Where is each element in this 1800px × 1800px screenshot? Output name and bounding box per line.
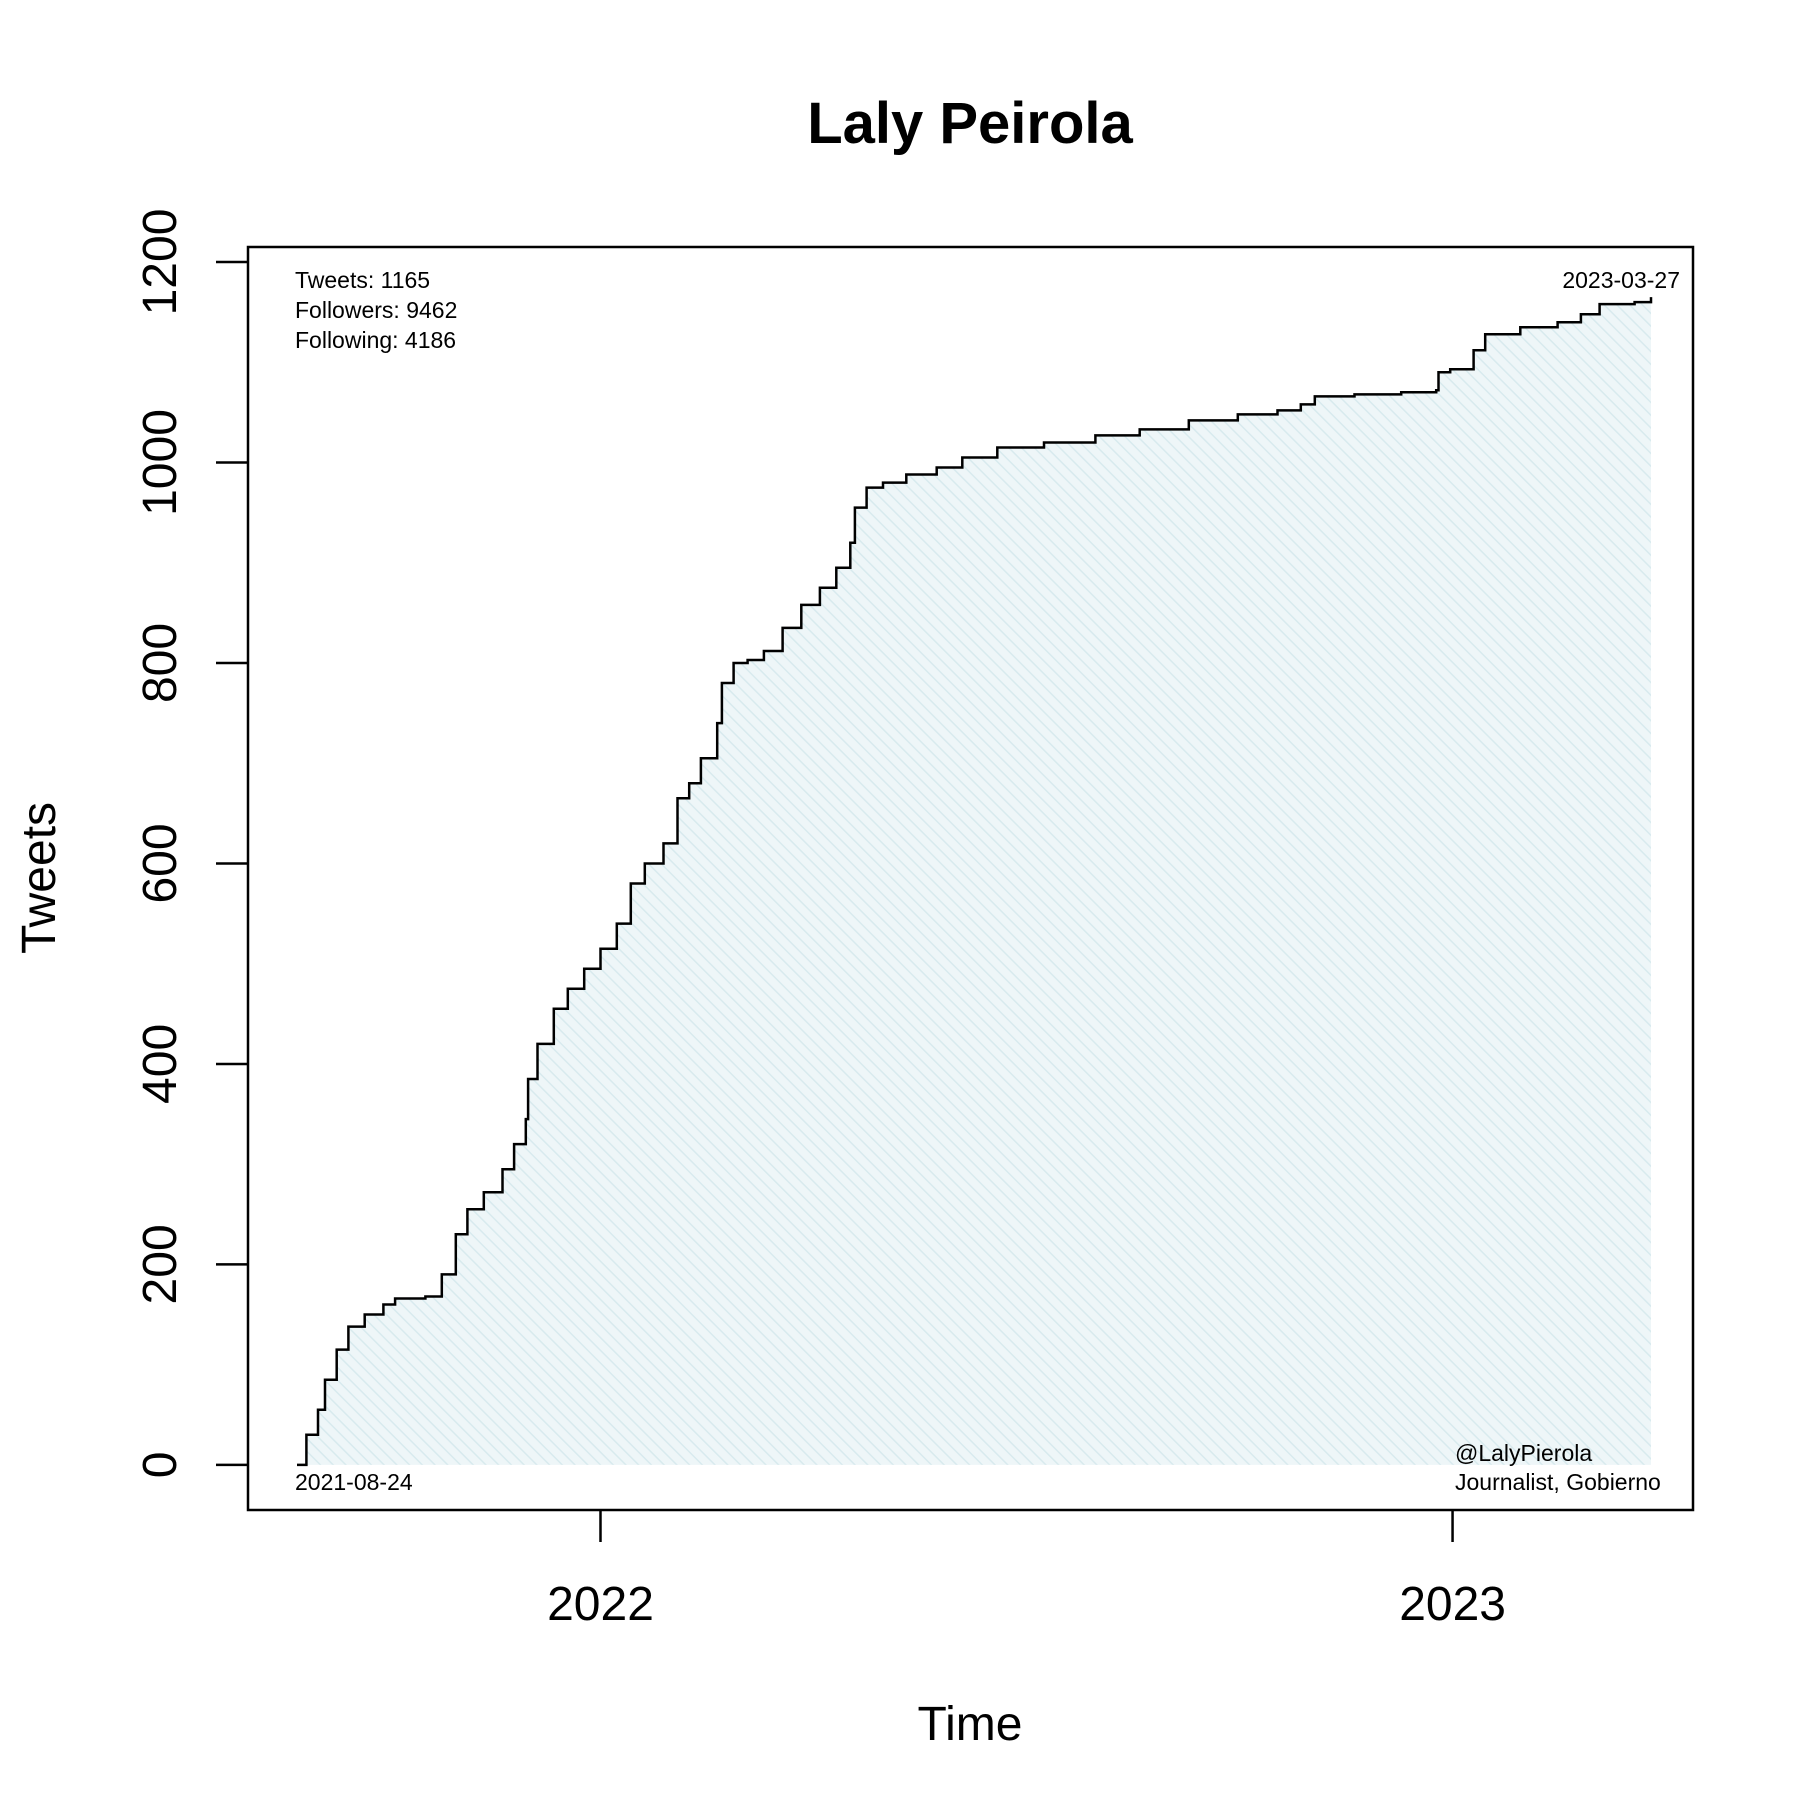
plot-frame xyxy=(246,245,1695,1512)
area-fill xyxy=(297,297,1651,1465)
y-tick-label: 200 xyxy=(134,1224,187,1304)
x-axis: 2022 2023 xyxy=(547,1510,1506,1631)
y-tick-label: 600 xyxy=(134,823,187,903)
series-line xyxy=(297,297,1653,1467)
y-tick-label: 1000 xyxy=(134,409,187,516)
y-axis-title: Tweets xyxy=(13,802,66,954)
x-tick-label: 2023 xyxy=(1399,1578,1506,1631)
tweets-count: Tweets: 1165 xyxy=(295,267,430,293)
account-handle: @LalyPierola xyxy=(1455,1440,1592,1466)
y-tick-label: 1200 xyxy=(134,209,187,316)
start-date-label: 2021-08-24 xyxy=(295,1469,413,1495)
y-axis: 0 200 400 600 800 1000 1200 xyxy=(134,209,248,1479)
y-tick-label: 0 xyxy=(134,1452,187,1479)
following-count: Following: 4186 xyxy=(295,327,456,353)
plot-area xyxy=(297,297,1653,1467)
x-tick-label: 2022 xyxy=(547,1578,654,1631)
end-date-label: 2023-03-27 xyxy=(1562,267,1680,293)
account-description: Journalist, Gobierno xyxy=(1455,1469,1661,1495)
x-axis-title: Time xyxy=(918,1698,1023,1751)
followers-count: Followers: 9462 xyxy=(295,297,457,323)
y-tick-label: 800 xyxy=(134,623,187,703)
y-tick-label: 400 xyxy=(134,1024,187,1104)
chart-title: Laly Peirola xyxy=(807,91,1133,156)
